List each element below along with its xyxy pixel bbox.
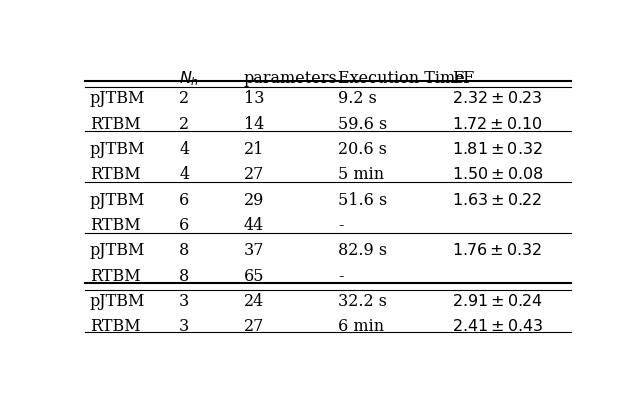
Text: 44: 44 <box>244 217 264 234</box>
Text: 6 min: 6 min <box>338 318 384 335</box>
Text: $1.50 \pm 0.08$: $1.50 \pm 0.08$ <box>452 166 544 183</box>
Text: RTBM: RTBM <box>90 116 141 133</box>
Text: $2.32 \pm 0.23$: $2.32 \pm 0.23$ <box>452 90 543 107</box>
Text: $2.91 \pm 0.24$: $2.91 \pm 0.24$ <box>452 293 543 310</box>
Text: parameters: parameters <box>244 70 337 87</box>
Text: pJTBM: pJTBM <box>90 141 145 158</box>
Text: Execution Time: Execution Time <box>338 70 465 87</box>
Text: 3: 3 <box>179 293 189 310</box>
Text: 27: 27 <box>244 166 264 183</box>
Text: 82.9 s: 82.9 s <box>338 242 387 259</box>
Text: $1.72 \pm 0.10$: $1.72 \pm 0.10$ <box>452 116 543 133</box>
Text: 5 min: 5 min <box>338 166 384 183</box>
Text: 14: 14 <box>244 116 264 133</box>
Text: 13: 13 <box>244 90 264 107</box>
Text: 6: 6 <box>179 217 189 234</box>
Text: pJTBM: pJTBM <box>90 242 145 259</box>
Text: 8: 8 <box>179 267 189 285</box>
Text: 21: 21 <box>244 141 264 158</box>
Text: RTBM: RTBM <box>90 318 141 335</box>
Text: 2: 2 <box>179 116 189 133</box>
Text: 27: 27 <box>244 318 264 335</box>
Text: RTBM: RTBM <box>90 267 141 285</box>
Text: $1.76 \pm 0.32$: $1.76 \pm 0.32$ <box>452 242 542 259</box>
Text: 3: 3 <box>179 318 189 335</box>
Text: $N_h$: $N_h$ <box>179 70 200 89</box>
Text: 51.6 s: 51.6 s <box>338 192 387 209</box>
Text: 29: 29 <box>244 192 264 209</box>
Text: pJTBM: pJTBM <box>90 90 145 107</box>
Text: $2.41 \pm 0.43$: $2.41 \pm 0.43$ <box>452 318 543 335</box>
Text: 59.6 s: 59.6 s <box>338 116 387 133</box>
Text: -: - <box>338 267 344 285</box>
Text: 32.2 s: 32.2 s <box>338 293 387 310</box>
Text: 9.2 s: 9.2 s <box>338 90 377 107</box>
Text: 6: 6 <box>179 192 189 209</box>
Text: RTBM: RTBM <box>90 217 141 234</box>
Text: 8: 8 <box>179 242 189 259</box>
Text: pJTBM: pJTBM <box>90 293 145 310</box>
Text: 4: 4 <box>179 141 189 158</box>
Text: $1.63 \pm 0.22$: $1.63 \pm 0.22$ <box>452 192 542 209</box>
Text: -: - <box>338 217 344 234</box>
Text: $1.81 \pm 0.32$: $1.81 \pm 0.32$ <box>452 141 543 158</box>
Text: 24: 24 <box>244 293 264 310</box>
Text: FF: FF <box>452 70 474 87</box>
Text: 2: 2 <box>179 90 189 107</box>
Text: RTBM: RTBM <box>90 166 141 183</box>
Text: 37: 37 <box>244 242 264 259</box>
Text: 20.6 s: 20.6 s <box>338 141 387 158</box>
Text: 65: 65 <box>244 267 264 285</box>
Text: 4: 4 <box>179 166 189 183</box>
Text: pJTBM: pJTBM <box>90 192 145 209</box>
